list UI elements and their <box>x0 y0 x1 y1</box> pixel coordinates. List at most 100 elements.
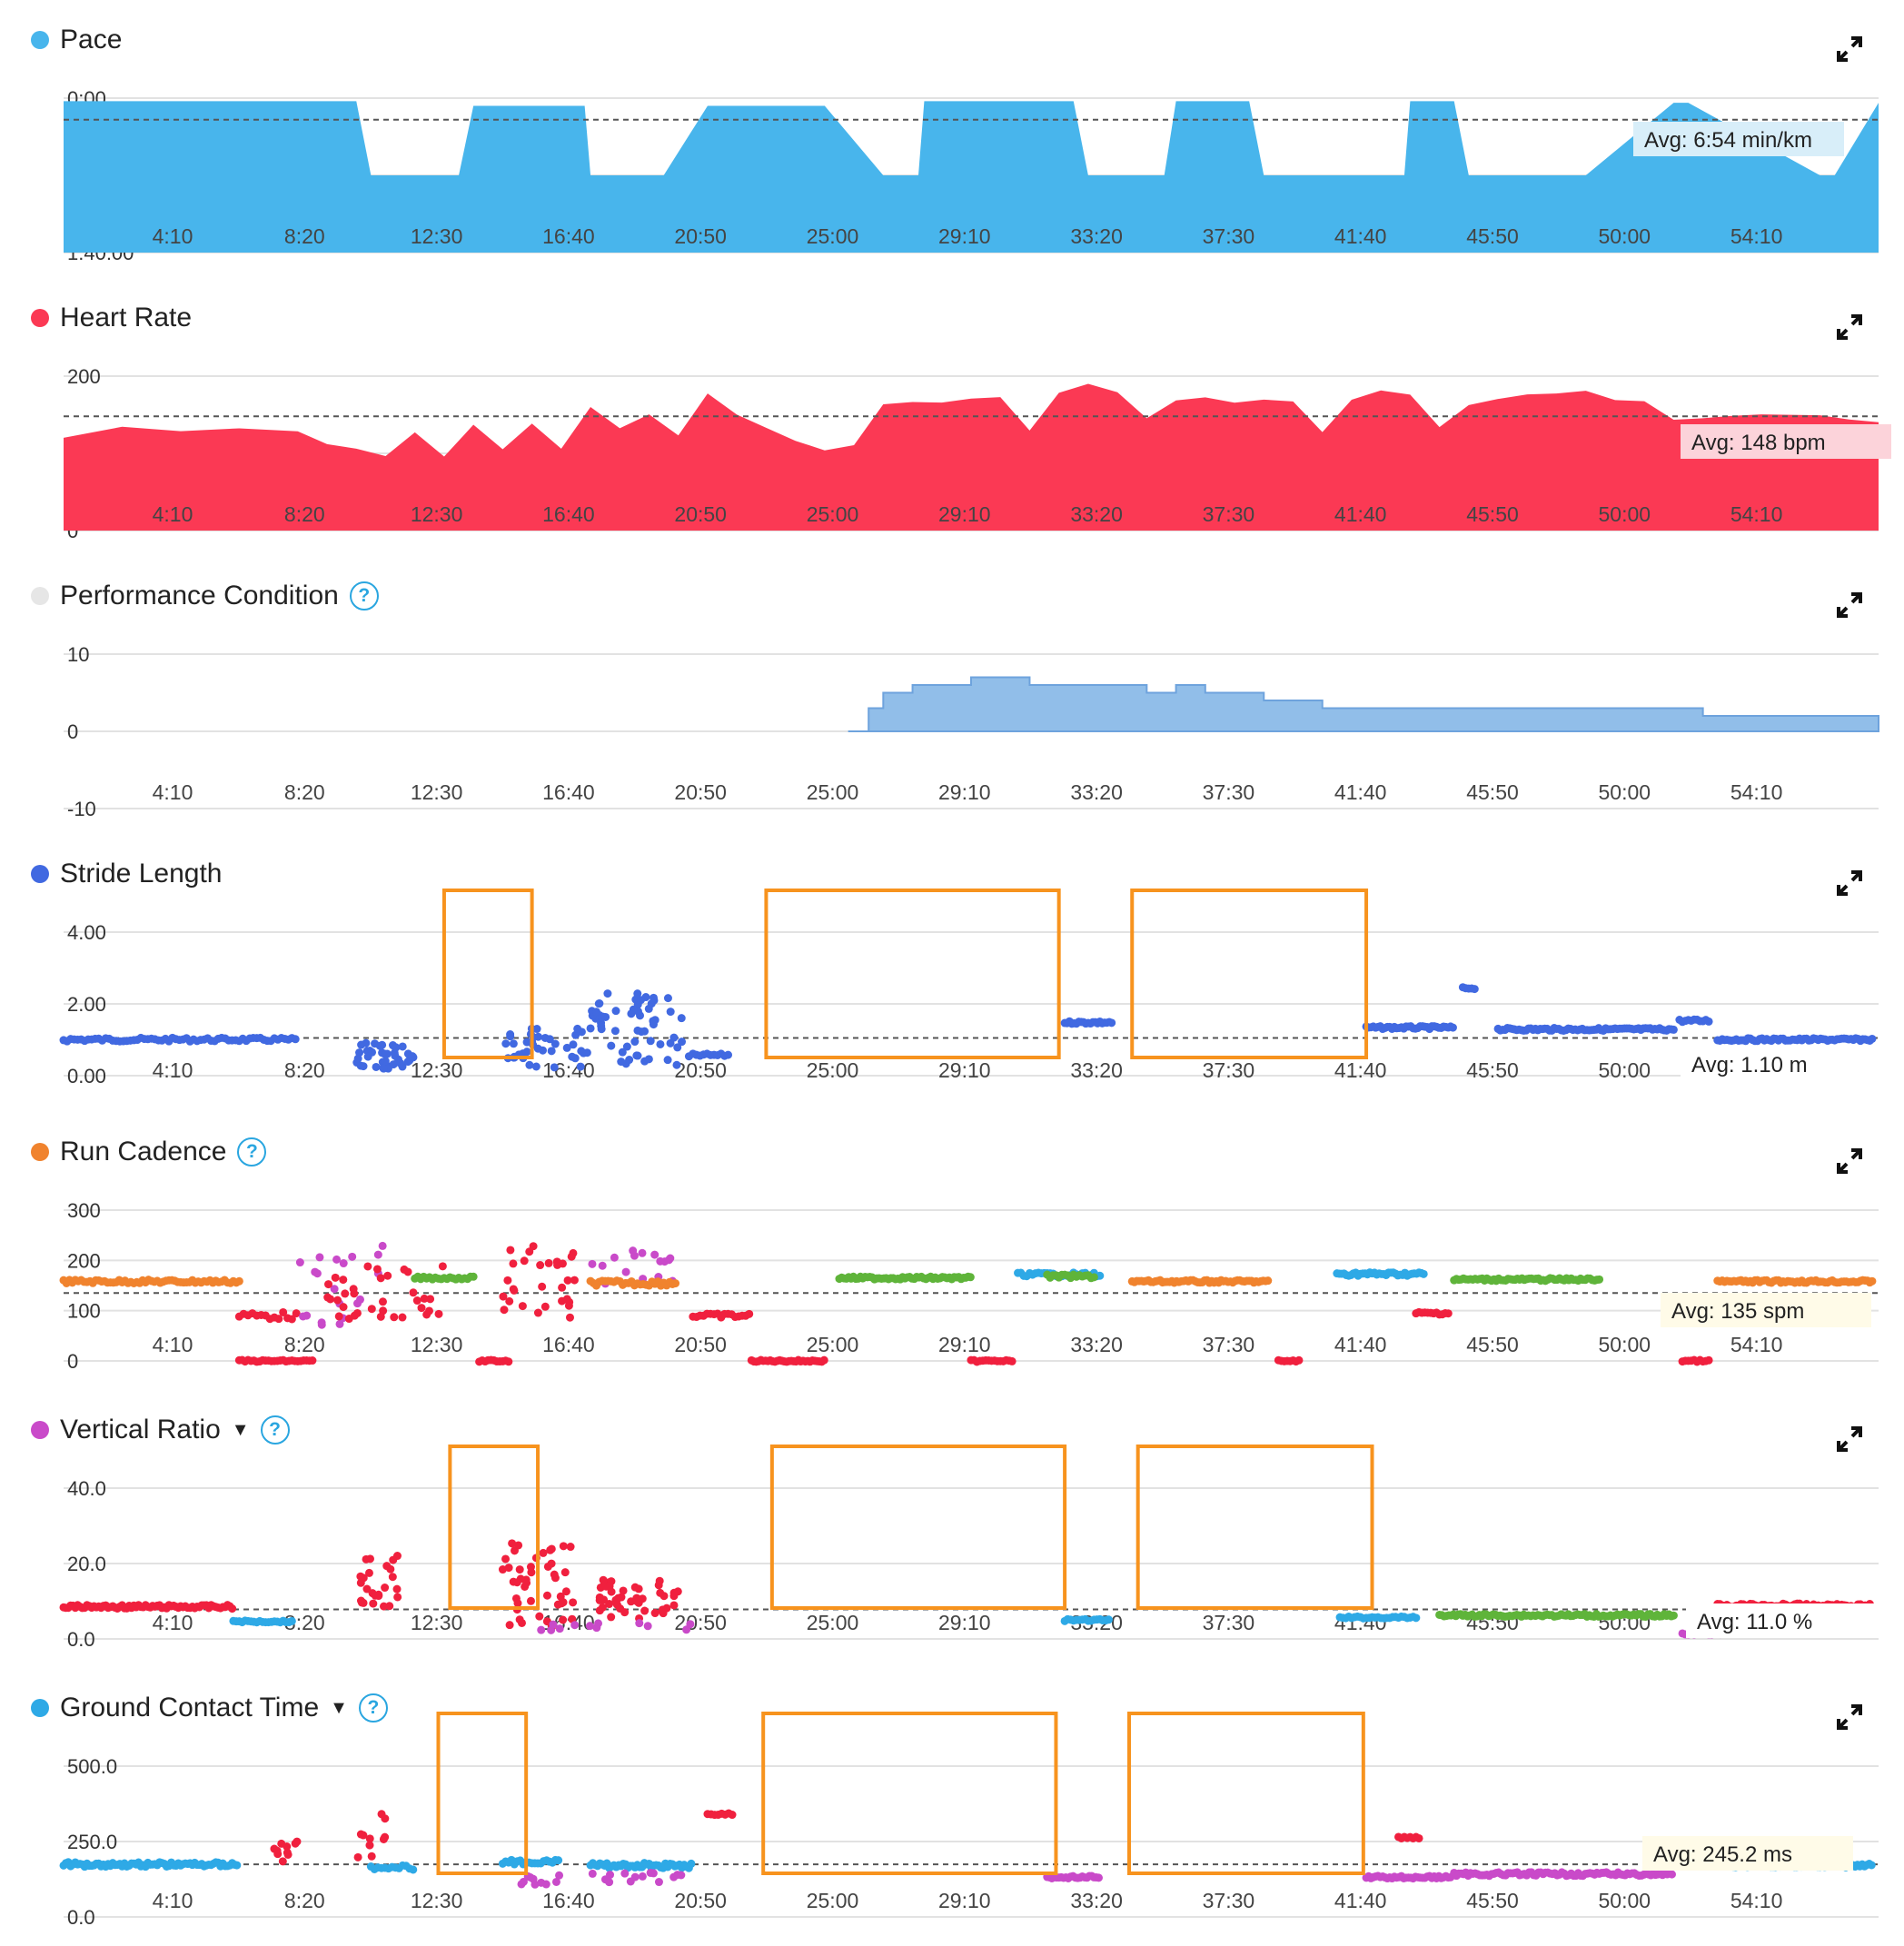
heart-rate-chart[interactable]: 20010004:108:2012:3016:4020:5025:0029:10… <box>0 278 1904 555</box>
gct-point <box>381 1832 390 1842</box>
x-tick-label: 50:00 <box>1599 1889 1651 1912</box>
x-tick-label: 25:00 <box>807 780 859 804</box>
gct-point <box>630 1872 640 1881</box>
vertical-ratio-chart[interactable]: 40.020.00.04:10 8:20 12:30 16:40 20:50 25:00 2… <box>0 1390 1904 1667</box>
expand-icon[interactable] <box>1835 1147 1864 1176</box>
pace-area <box>64 101 1879 253</box>
cadence-point <box>390 1313 399 1322</box>
cadence-point <box>330 1285 339 1294</box>
x-tick-label: 45:50 <box>1466 1333 1519 1356</box>
stride-point <box>501 1039 511 1048</box>
panel-title: Stride Length <box>31 856 222 892</box>
cadence-point <box>315 1253 324 1262</box>
x-tick-label: 29:10 <box>938 1058 991 1082</box>
x-tick-label: 12:30 <box>411 1889 463 1912</box>
stride-length-chart[interactable]: 4.00 2.00 0.00 4:10 8:20 12:30 16:40 20:50 25:00… <box>0 834 1904 1111</box>
x-tick-label: 33:20 <box>1070 1058 1123 1082</box>
gct-point <box>365 1841 374 1850</box>
average-label-background <box>1642 1836 1853 1871</box>
average-label: Avg: 1.10 m <box>1691 1053 1808 1077</box>
x-tick-label: 25:00 <box>807 502 859 526</box>
expand-icon[interactable] <box>1835 35 1864 64</box>
stride-point <box>594 999 603 1008</box>
stride-point <box>611 1007 620 1016</box>
stride-point <box>509 1039 518 1048</box>
stride-point <box>355 1048 364 1057</box>
stride-point <box>627 1009 636 1018</box>
cadence-point <box>509 1259 518 1268</box>
x-tick-label: 37:30 <box>1203 502 1255 526</box>
expand-icon[interactable] <box>1835 1703 1864 1732</box>
stride-point <box>396 1058 405 1067</box>
help-icon[interactable]: ? <box>349 581 379 611</box>
x-tick-label: 4:10 <box>153 1889 193 1912</box>
run-cadence-chart[interactable]: 300 200 100 0 4:10 8:20 12:30 16:40 20:50 25:00 29… <box>0 1112 1904 1389</box>
dropdown-caret-icon[interactable]: ▼ <box>330 1697 348 1718</box>
x-tick-label: 8:20 <box>284 1058 325 1082</box>
cadence-point <box>538 1282 547 1291</box>
cadence-point <box>333 1296 342 1305</box>
expand-icon[interactable] <box>1835 869 1864 898</box>
vertical-ratio-point <box>594 1619 603 1628</box>
dropdown-caret-icon[interactable]: ▼ <box>231 1419 250 1440</box>
cadence-point <box>520 1256 529 1266</box>
cadence-point <box>1294 1355 1304 1365</box>
stride-point <box>550 1039 560 1048</box>
stride-point <box>382 1050 391 1059</box>
expand-icon[interactable] <box>1835 1425 1864 1454</box>
gct-point <box>381 1814 390 1823</box>
vertical-ratio-point <box>287 1616 296 1625</box>
expand-icon[interactable] <box>1835 591 1864 620</box>
vertical-ratio-point <box>561 1587 570 1596</box>
gct-point <box>1414 1833 1423 1842</box>
vertical-ratio-point <box>228 1604 237 1613</box>
highlight-box <box>1127 1712 1365 1875</box>
x-tick-label: 37:30 <box>1203 780 1255 804</box>
cadence-point <box>650 1250 659 1259</box>
help-icon[interactable]: ? <box>260 1415 290 1445</box>
x-tick-label: 50:00 <box>1599 224 1651 248</box>
x-tick-label: 41:40 <box>1334 780 1387 804</box>
stride-point <box>562 1043 571 1052</box>
gct-point <box>291 1839 300 1848</box>
expand-icon[interactable] <box>1835 313 1864 342</box>
x-tick-label: 12:30 <box>411 1333 463 1356</box>
vertical-ratio-point <box>380 1602 389 1611</box>
gct-point <box>646 1868 655 1877</box>
help-icon[interactable]: ? <box>237 1137 267 1167</box>
vertical-ratio-point <box>658 1605 667 1614</box>
gct-point <box>1095 1873 1104 1882</box>
y-tick-label: 0.00 <box>67 1065 106 1087</box>
cadence-point <box>1007 1356 1016 1365</box>
stride-point <box>649 1020 658 1029</box>
y-tick-label: 0 <box>67 720 78 743</box>
y-tick-label: 2.00 <box>67 993 106 1016</box>
ground-contact-time-chart[interactable]: 500.0 250.0 0.0 4:10 8:20 12:30 16:40 20:50 25:0… <box>0 1668 1904 1945</box>
x-tick-label: 4:10 <box>153 1058 193 1082</box>
help-icon[interactable]: ? <box>358 1693 388 1723</box>
vertical-ratio-point <box>526 1596 535 1605</box>
x-tick-label: 16:40 <box>542 1333 595 1356</box>
cadence-point <box>234 1276 243 1286</box>
vertical-ratio-point <box>612 1600 621 1609</box>
x-tick-label: 12:30 <box>411 502 463 526</box>
vertical-ratio-point <box>669 1588 679 1597</box>
stride-point <box>371 1039 380 1048</box>
pace-chart[interactable]: 0:0050:001:40:004:108:2012:3016:4020:502… <box>0 0 1904 277</box>
performance-condition-chart[interactable]: 10 0 -10 4:10 8:20 12:30 16:40 20:50 25:00 29:10 3… <box>0 556 1904 833</box>
gct-point <box>519 1877 528 1886</box>
heart-rate-legend-dot <box>31 309 49 327</box>
vertical-ratio-point <box>501 1554 511 1564</box>
gct-point <box>620 1869 630 1878</box>
performance-condition-legend-dot <box>31 587 49 605</box>
y-tick-label: 20.0 <box>67 1553 106 1575</box>
highlight-box <box>448 1445 540 1610</box>
performance-condition-title-label: Performance Condition <box>60 581 339 611</box>
stride-point <box>378 1040 387 1049</box>
vertical-ratio-point <box>643 1622 652 1631</box>
x-tick-label: 4:10 <box>153 502 193 526</box>
stride-point <box>724 1050 733 1059</box>
x-tick-label: 4:10 <box>153 780 193 804</box>
stride-point <box>357 1040 366 1049</box>
x-tick-label: 20:50 <box>674 1058 727 1082</box>
